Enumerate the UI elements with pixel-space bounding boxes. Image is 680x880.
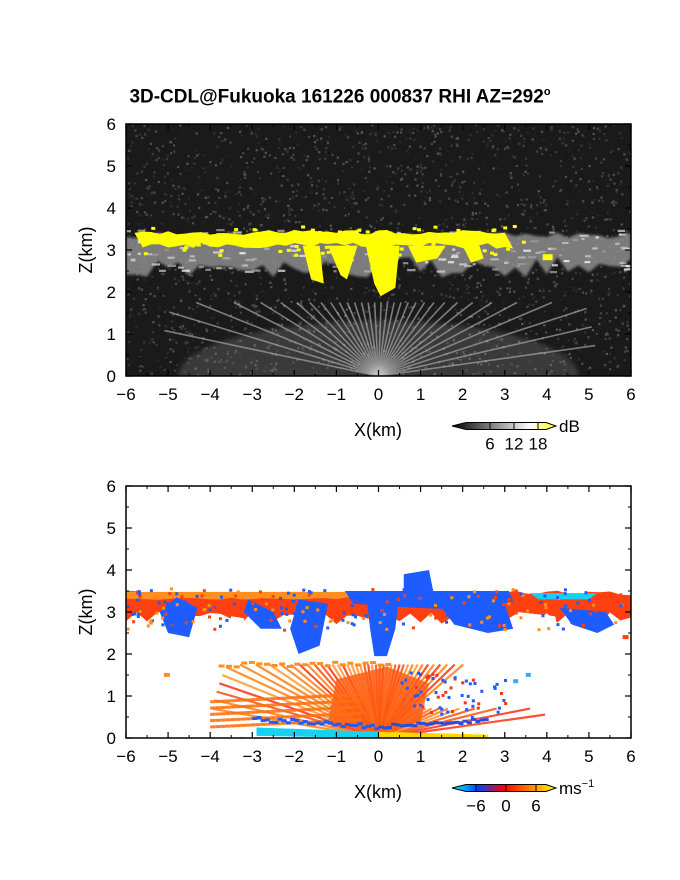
x-tick-label: 5: [584, 385, 593, 404]
x-tick-label: 3: [500, 747, 509, 766]
doppler-axes: −6 −5 −4 −3 −2 −1 0 1 2 3 4 5 6 0 1 2 3 4 5 6: [107, 477, 636, 766]
x-tick-label: 4: [542, 385, 551, 404]
colorbar-tick-label: 12: [505, 435, 524, 454]
x-tick-label: −5: [158, 747, 177, 766]
x-tick-label: 1: [416, 747, 425, 766]
y-tick-label: 2: [107, 645, 116, 664]
y-tick-label: 3: [107, 241, 116, 260]
colorbar-unit: ms−1: [559, 778, 594, 798]
x-tick-label: −4: [200, 747, 219, 766]
doppler-velocity-field: [126, 570, 631, 738]
chart-title: 3D-CDL@Fukuoka 161226 000837 RHI AZ=292o: [129, 86, 551, 108]
colorbar-tick-label: 0: [501, 797, 510, 816]
colorbar-tick-label: −6: [466, 797, 485, 816]
y-tick-label: 4: [107, 199, 116, 218]
x-tick-label: −1: [327, 385, 346, 404]
x-tick-label: 3: [500, 385, 509, 404]
y-tick-label: 1: [107, 325, 116, 344]
x-tick-label: −2: [285, 385, 304, 404]
colorbar-tick-label: 18: [529, 435, 548, 454]
colorbar-tick-label: 6: [531, 797, 540, 816]
y-tick-label: 0: [107, 367, 116, 386]
y-axis-label: Z(km): [76, 227, 96, 274]
backscatter-near-ground-fan: [164, 301, 596, 376]
x-tick-label: −6: [116, 747, 135, 766]
doppler-colorbar: −6 0 6 ms−1: [451, 778, 594, 816]
y-tick-label: 2: [107, 283, 116, 302]
x-tick-label: −1: [327, 747, 346, 766]
colorbar-tick-label: 6: [485, 435, 494, 454]
backscatter-colorbar: 6 12 18 dB: [451, 417, 580, 454]
doppler-panel: −6 −5 −4 −3 −2 −1 0 1 2 3 4 5 6 0 1 2 3 4 5 6 X(km) Z(km) −…: [76, 477, 636, 816]
x-tick-label: −5: [158, 385, 177, 404]
colorbar-unit: dB: [559, 417, 580, 436]
x-tick-label: 6: [626, 385, 635, 404]
x-tick-label: −3: [243, 747, 262, 766]
y-axis-label: Z(km): [76, 589, 96, 636]
x-tick-label: −6: [116, 385, 135, 404]
y-tick-label: 1: [107, 687, 116, 706]
x-tick-label: 2: [458, 747, 467, 766]
x-tick-label: 0: [374, 747, 383, 766]
x-tick-label: −3: [243, 385, 262, 404]
backscatter-cloud-layer: [126, 224, 631, 297]
y-tick-label: 6: [107, 477, 116, 496]
x-tick-label: 6: [626, 747, 635, 766]
y-tick-label: 4: [107, 561, 116, 580]
x-tick-label: 5: [584, 747, 593, 766]
x-tick-label: 0: [374, 385, 383, 404]
x-tick-label: 2: [458, 385, 467, 404]
x-tick-label: 1: [416, 385, 425, 404]
colorbar-scale: [451, 422, 558, 430]
colorbar-scale: [451, 784, 558, 792]
y-tick-label: 6: [107, 115, 116, 134]
y-tick-label: 5: [107, 519, 116, 538]
x-tick-label: 4: [542, 747, 551, 766]
y-tick-label: 5: [107, 157, 116, 176]
backscatter-axes: −6 −5 −4 −3 −2 −1 0 1 2 3 4 5 6 0 1 2 3 4 5 6: [107, 115, 636, 404]
x-tick-label: −4: [200, 385, 219, 404]
y-tick-label: 0: [107, 729, 116, 748]
y-tick-label: 3: [107, 603, 116, 622]
x-tick-label: −2: [285, 747, 304, 766]
x-axis-label: X(km): [354, 420, 402, 440]
x-axis-label: X(km): [354, 782, 402, 802]
